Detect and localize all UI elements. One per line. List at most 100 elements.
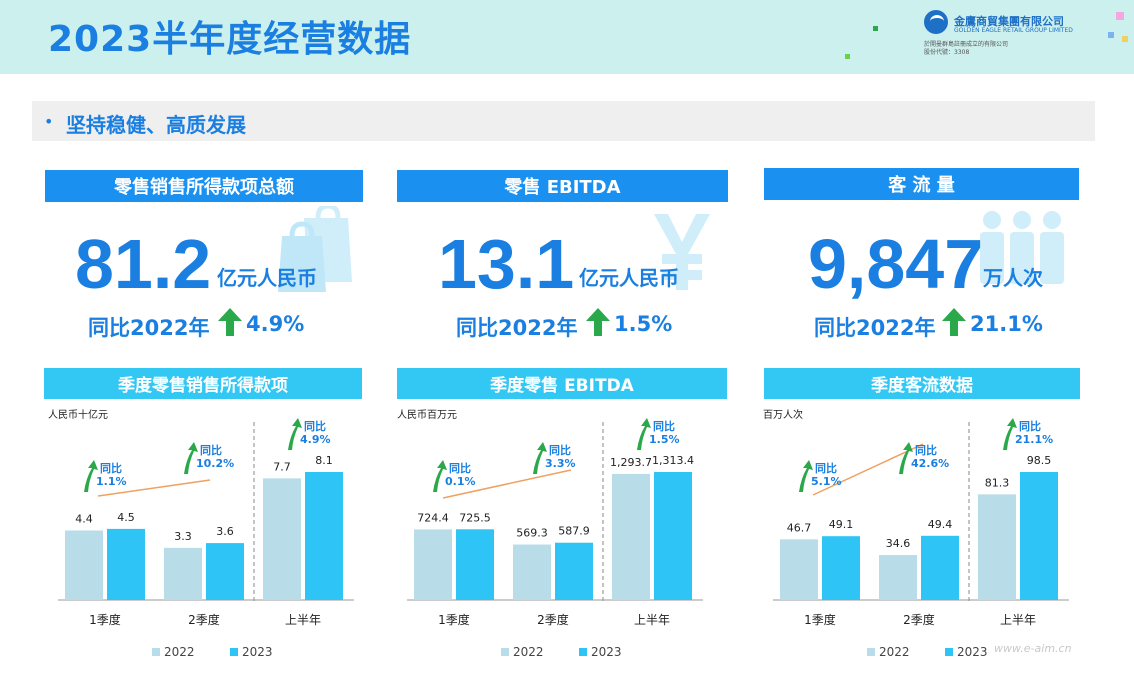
kpi-yoy-rate-traffic: 21.1%: [970, 312, 1043, 336]
kpi-yoy-label-ebitda: 同比2022年: [456, 316, 578, 340]
section-subtitle: 坚持稳健、高质发展: [66, 113, 246, 137]
category-label: 1季度: [438, 612, 470, 627]
bar-2022: [879, 555, 917, 600]
up-arrow-icon: [586, 308, 610, 336]
up-arrow-icon: [184, 442, 198, 474]
legend-swatch-2022: [152, 648, 160, 656]
up-arrow-icon: [533, 442, 547, 474]
yoy-label: 同比: [815, 461, 837, 475]
bar-value-label: 4.5: [117, 511, 135, 524]
page-title: 2023半年度经营数据: [48, 19, 412, 60]
decor-square: [1116, 12, 1124, 20]
legend-label-2023: 2023: [242, 645, 273, 659]
category-label: 1季度: [89, 612, 121, 627]
eagle-logo-icon: [924, 10, 948, 34]
kpi-unit-ebitda: 亿元人民币: [579, 266, 679, 290]
yoy-rate: 1.1%: [96, 475, 127, 488]
header-banner: 2023半年度经营数据 金鷹商貿集團有限公司 GOLDEN EAGLE RETA…: [0, 0, 1134, 74]
category-label: 2季度: [903, 612, 935, 627]
bar-value-label: 98.5: [1027, 454, 1052, 467]
yoy-rate: 21.1%: [1015, 433, 1053, 446]
category-label: 2季度: [188, 612, 220, 627]
bar-2023: [1020, 472, 1058, 600]
yoy-rate: 3.3%: [545, 457, 576, 470]
chart-header-sales: 季度零售销售所得款项: [44, 368, 362, 399]
yoy-label: 同比: [200, 443, 222, 457]
kpi-value-ebitda: 13.1: [438, 225, 575, 303]
people-icon: [980, 211, 1064, 284]
bar-value-label: 725.5: [459, 511, 491, 524]
up-arrow-icon: [942, 308, 966, 336]
trend-line: [812, 443, 924, 496]
yoy-rate: 5.1%: [811, 475, 842, 488]
yoy-rate: 10.2%: [196, 457, 234, 470]
bar-value-label: 8.1: [315, 454, 333, 467]
bar-2022: [164, 547, 202, 600]
legend-label-2022: 2022: [513, 645, 544, 659]
chart-header-ebitda: 季度零售 EBITDA: [397, 368, 727, 399]
bar-2023: [456, 529, 494, 600]
chart-header-traffic: 季度客流数据: [764, 368, 1080, 399]
bar-2022: [414, 529, 452, 600]
kpi-yoy-label-sales: 同比2022年: [88, 316, 210, 340]
up-arrow-icon: [899, 442, 913, 474]
bar-2022: [513, 544, 551, 600]
bar-2023: [921, 535, 959, 600]
legend-label-2023: 2023: [591, 645, 622, 659]
kpi-yoy-rate-ebitda: 1.5%: [614, 312, 673, 336]
bar-2023: [654, 472, 692, 600]
chart-traffic: 百万人次 46.7 49.1 1季度 34.6 49.4 2季度 81.3 98.5 上半年 同比 5…: [759, 402, 1089, 668]
legend-swatch-2022: [501, 648, 509, 656]
company-logo: 金鷹商貿集團有限公司 GOLDEN EAGLE RETAIL GROUP LIM…: [924, 10, 1094, 60]
category-label: 上半年: [1000, 613, 1036, 627]
decor-square: [1108, 32, 1114, 38]
legend-label-2023: 2023: [957, 645, 988, 659]
bar-2022: [263, 478, 301, 600]
decor-square: [873, 26, 878, 31]
yoy-label: 同比: [549, 443, 571, 457]
yoy-label: 同比: [1019, 419, 1041, 433]
kpi-header-sales: 零售销售所得款项总额: [45, 170, 363, 202]
watermark: www.e-aim.cn: [994, 642, 1072, 655]
bar-2023: [305, 472, 343, 600]
kpi-value-sales: 81.2: [75, 225, 212, 303]
category-label: 上半年: [285, 613, 321, 627]
yoy-label: 同比: [100, 461, 122, 475]
bar-value-label: 46.7: [787, 521, 812, 534]
category-label: 上半年: [634, 613, 670, 627]
bar-value-label: 34.6: [886, 537, 911, 550]
bar-value-label: 7.7: [273, 460, 291, 473]
legend-swatch-2023: [230, 648, 238, 656]
legend-label-2022: 2022: [164, 645, 195, 659]
yoy-label: 同比: [449, 461, 471, 475]
kpi-unit-traffic: 万人次: [983, 266, 1043, 290]
bar-value-label: 587.9: [558, 525, 590, 538]
bar-value-label: 3.6: [216, 525, 234, 538]
bar-2022: [612, 473, 650, 600]
logo-name-cn: 金鷹商貿集團有限公司: [954, 15, 1064, 28]
logo-name-en: GOLDEN EAGLE RETAIL GROUP LIMITED: [954, 27, 1073, 34]
bar-value-label: 49.1: [829, 518, 854, 531]
bar-2022: [780, 539, 818, 600]
chart-unit-label: 人民币百万元: [397, 409, 457, 421]
bar-value-label: 724.4: [417, 511, 449, 524]
up-arrow-icon: [637, 418, 651, 450]
bar-2023: [206, 543, 244, 600]
chart-sales: 人民币十亿元 4.4 4.5 1季度 3.3 3.6 2季度 7.7 8.1 上半年 同比 1.1% 同…: [44, 402, 374, 668]
bar-2023: [555, 542, 593, 600]
logo-stock-code: 股份代號：3308: [924, 49, 970, 56]
bar-value-label: 4.4: [75, 512, 93, 525]
yoy-rate: 1.5%: [649, 433, 680, 446]
yoy-rate: 0.1%: [445, 475, 476, 488]
bar-value-label: 49.4: [928, 518, 953, 531]
legend-swatch-2023: [579, 648, 587, 656]
yoy-rate: 42.6%: [911, 457, 949, 470]
up-arrow-icon: [218, 308, 242, 336]
kpi-yoy-label-traffic: 同比2022年: [814, 316, 936, 340]
kpi-header-traffic: 客 流 量: [764, 168, 1079, 200]
chart-unit-label: 百万人次: [763, 408, 803, 421]
chart-unit-label: 人民币十亿元: [48, 408, 108, 421]
bar-2022: [65, 530, 103, 600]
up-arrow-icon: [433, 460, 447, 492]
bullet-icon: •: [44, 112, 54, 131]
